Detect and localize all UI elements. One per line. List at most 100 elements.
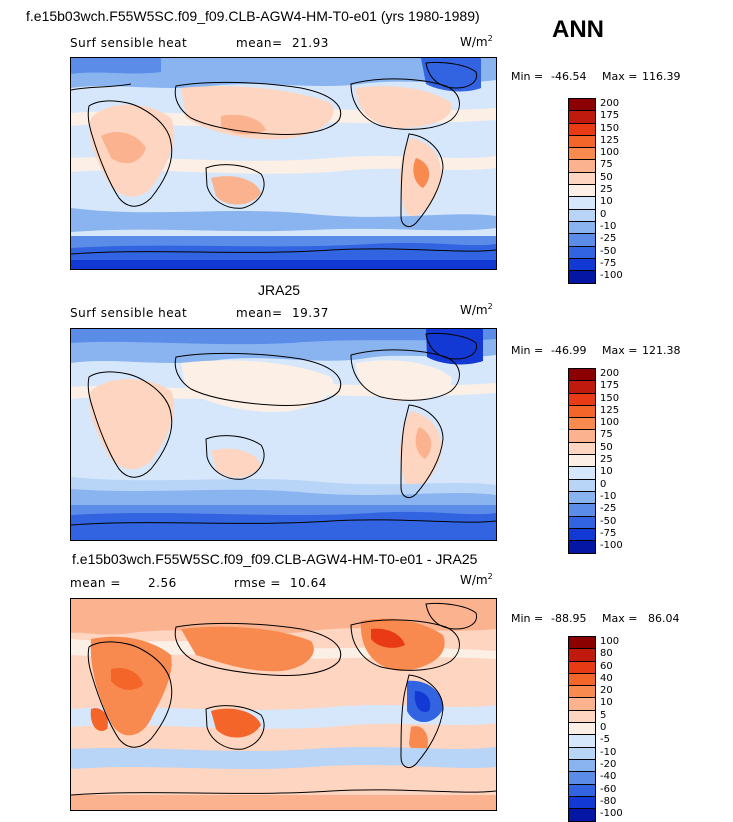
panel2-colorbar-ticks: 200 175 150 125 100 75 50 25 10 0 -10 -2… (600, 368, 623, 552)
panel2-colorbar-box (569, 393, 595, 406)
colorbar-tick: -60 (600, 783, 617, 795)
panel2-max-value: 121.38 (642, 344, 681, 357)
panel3-colorbar-box (569, 735, 595, 748)
colorbar-tick: 10 (600, 697, 613, 709)
panel1-colorbar-box (569, 123, 595, 136)
colorbar-tick: 150 (600, 122, 620, 134)
colorbar-tick: 50 (600, 441, 613, 453)
colorbar-tick: -25 (600, 233, 617, 245)
panel2-title: JRA25 (258, 282, 301, 298)
colorbar-tick: -10 (600, 490, 617, 502)
colorbar-tick: -25 (600, 503, 617, 515)
panel1-map-field (71, 58, 496, 269)
panel3-colorbar-box (569, 723, 595, 736)
panel3-map-field (71, 599, 496, 810)
panel3-colorbar-box (569, 710, 595, 724)
colorbar-tick: 10 (600, 466, 613, 478)
panel3-min-label: Min = (511, 612, 544, 625)
panel3-colorbar-box (569, 772, 595, 785)
panel2-colorbar-box (569, 491, 595, 505)
panel3-colorbar-box (569, 809, 595, 822)
colorbar-tick: -100 (600, 808, 623, 820)
panel1-min-value: -46.54 (551, 70, 587, 83)
panel3-rmse-value: 10.64 (290, 576, 327, 590)
panel3-colorbar-box (569, 784, 595, 797)
panel2-min-label: Min = (511, 344, 544, 357)
panel2-colorbar-box (569, 528, 595, 542)
colorbar-tick: 0 (600, 478, 607, 490)
panel2-colorbar-box (569, 430, 595, 443)
panel2-min-value: -46.99 (551, 344, 587, 357)
colorbar-tick: -100 (600, 270, 623, 282)
colorbar-tick: 50 (600, 171, 613, 183)
colorbar-tick: 25 (600, 184, 613, 196)
panel1-max-value: 116.39 (642, 70, 681, 83)
colorbar-tick: -10 (600, 220, 617, 232)
panel3-mean-label: mean = (70, 576, 121, 590)
panel1-colorbar-box (569, 221, 595, 235)
panel2-colorbar-box (569, 442, 595, 456)
colorbar-tick: -75 (600, 527, 617, 539)
colorbar-tick: -20 (600, 758, 617, 770)
colorbar-tick: -80 (600, 795, 617, 807)
panel2-colorbar-box (569, 405, 595, 419)
panel3-colorbar-box (569, 686, 595, 699)
panel2-colorbar-box (569, 381, 595, 394)
panel1-colorbar (568, 98, 596, 285)
panel2-colorbar (568, 368, 596, 555)
panel3-colorbar-box (569, 747, 595, 760)
panel1-colorbar-box (569, 111, 595, 124)
colorbar-tick: 100 (600, 147, 620, 159)
panel2-colorbar-box (569, 455, 595, 468)
panel1-variable-label: Surf sensible heat (70, 36, 188, 50)
panel2-colorbar-box (569, 504, 595, 517)
colorbar-tick: 75 (600, 429, 613, 441)
panel3-max-label: Max = (602, 612, 638, 625)
panel2-colorbar-box (569, 516, 595, 529)
panel1-colorbar-box (569, 209, 595, 222)
colorbar-tick: 10 (600, 196, 613, 208)
colorbar-tick: -75 (600, 257, 617, 269)
panel2-mean-label: mean= (236, 306, 283, 320)
panel1-max-label: Max = (602, 70, 638, 83)
panel1-colorbar-box (569, 148, 595, 161)
panel2-colorbar-box (569, 369, 595, 382)
colorbar-tick: 150 (600, 392, 620, 404)
colorbar-tick: 5 (600, 709, 607, 721)
panel2-colorbar-box (569, 541, 595, 554)
panel1-map (70, 57, 497, 270)
panel2-variable-label: Surf sensible heat (70, 306, 188, 320)
colorbar-tick: 125 (600, 404, 620, 416)
panel1-colorbar-box (569, 160, 595, 173)
panel1-colorbar-box (569, 185, 595, 198)
panel3-min-value: -88.95 (551, 612, 587, 625)
colorbar-tick: 200 (600, 368, 620, 379)
colorbar-tick: 80 (600, 648, 613, 660)
colorbar-tick: -5 (600, 734, 610, 746)
colorbar-tick: 75 (600, 159, 613, 171)
colorbar-tick: 175 (600, 380, 620, 392)
colorbar-tick: 25 (600, 454, 613, 466)
panel3-title: f.e15b03wch.F55W5SC.f09_f09.CLB-AGW4-HM-… (72, 551, 478, 567)
panel1-colorbar-box (569, 246, 595, 259)
panel2-map-field (71, 329, 496, 540)
colorbar-tick: -50 (600, 245, 617, 257)
panel3-rmse-label: rmse = (234, 576, 281, 590)
panel2-colorbar-box (569, 467, 595, 480)
colorbar-tick: -40 (600, 771, 617, 783)
panel2-map (70, 328, 497, 541)
panel3-colorbar-box (569, 698, 595, 711)
panel3-map (70, 598, 497, 811)
colorbar-tick: -100 (600, 540, 623, 552)
panel1-colorbar-box (569, 172, 595, 186)
panel2-max-label: Max = (602, 344, 638, 357)
panel3-colorbar-box (569, 637, 595, 650)
panel1-colorbar-ticks: 200 175 150 125 100 75 50 25 10 0 -10 -2… (600, 98, 623, 282)
colorbar-tick: 200 (600, 98, 620, 109)
panel1-min-label: Min = (511, 70, 544, 83)
panel2-colorbar-box (569, 418, 595, 431)
panel1-colorbar-box (569, 135, 595, 149)
panel3-colorbar (568, 636, 596, 822)
panel1-colorbar-box (569, 234, 595, 247)
panel2-colorbar-box (569, 479, 595, 492)
